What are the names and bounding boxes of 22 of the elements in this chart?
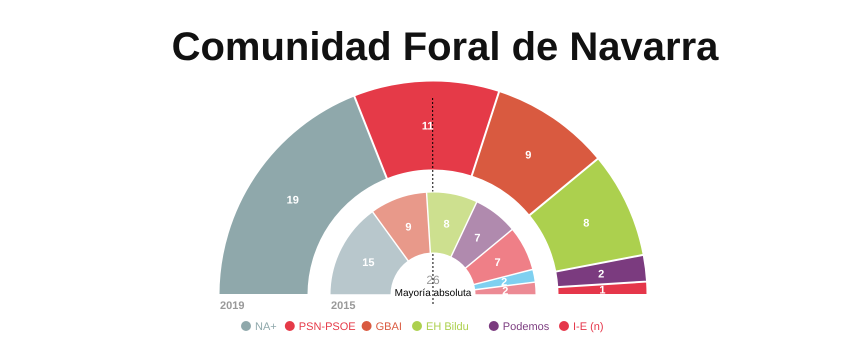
data-label: 8 [583,218,590,230]
data-label: 9 [405,222,412,234]
data-label: 8 [444,218,450,231]
data-label: 2 [598,268,604,281]
data-label: 7 [474,232,480,245]
legend-label: I-E (n) [573,321,604,333]
legend-label: GBAI [376,321,402,333]
legend-label: EH Bildu [426,321,469,333]
data-label: 19 [286,194,299,207]
chart-title: Comunidad Foral de Navarra [172,25,720,69]
legend-label: NA+ [255,321,277,333]
data-label: 7 [494,256,501,269]
text: 26 [426,273,440,287]
text: Mayoría absoluta [394,288,472,299]
data-label: 15 [362,256,375,269]
text: 2015 [331,300,356,312]
legend-label: Podemos [502,321,550,333]
legend-label: PSN-PSOE [298,321,356,333]
data-label: 9 [525,150,532,162]
text: 2019 [220,300,244,312]
data-label: 11 [422,120,434,132]
data-label: 1 [599,284,606,297]
